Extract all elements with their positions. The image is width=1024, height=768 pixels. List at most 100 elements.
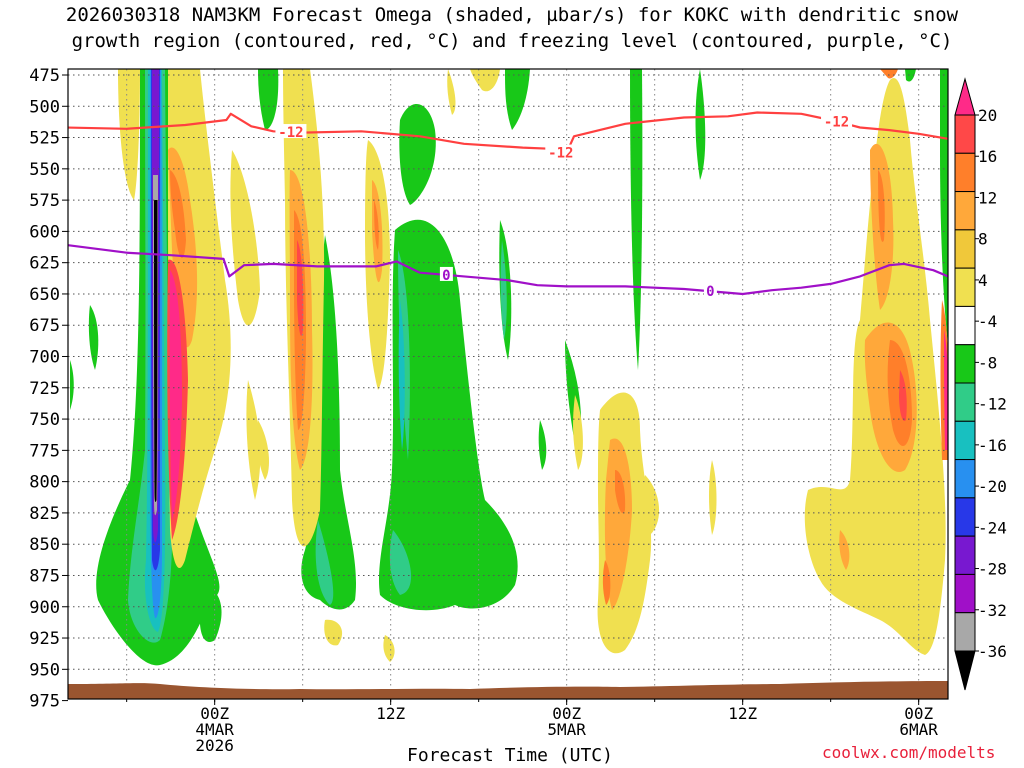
y-tick-label: 925 <box>29 629 60 649</box>
colorbar-label: 8 <box>978 230 988 249</box>
colorbar-min-arrow <box>954 650 976 691</box>
x-tick-label: 12Z <box>376 704 405 723</box>
omega-band <box>538 420 547 470</box>
colorbar-label: -24 <box>978 518 1007 537</box>
y-tick-label: 525 <box>29 129 60 149</box>
contour-label-bg <box>545 144 577 159</box>
y-tick-label: 750 <box>29 410 60 430</box>
omega-band <box>246 380 261 500</box>
colorbar-swatch <box>954 612 976 652</box>
colorbar-swatch <box>954 420 976 461</box>
colorbar-swatch <box>954 114 976 154</box>
y-tick-label: 950 <box>29 660 60 680</box>
colorbar-swatch <box>954 152 976 193</box>
contour-label: -12 <box>278 125 303 141</box>
contour-layer: -12 -12 -12 0 0 <box>67 111 949 300</box>
colorbar-label: 4 <box>978 271 988 290</box>
omega-band <box>899 370 907 421</box>
y-tick-label: 725 <box>29 379 60 399</box>
colorbar-label: -16 <box>978 436 1007 455</box>
grid-lines <box>68 69 948 699</box>
y-tick-label: 875 <box>29 566 60 586</box>
y-tick-label: 475 <box>29 66 60 86</box>
omega-band <box>324 619 343 646</box>
colorbar-swatch <box>954 267 976 307</box>
omega-band <box>258 69 279 130</box>
contour-label: -12 <box>824 115 849 131</box>
omega-band <box>383 635 395 662</box>
omega-band <box>399 103 436 205</box>
omega-band <box>315 520 334 605</box>
colorbar-label: 12 <box>978 188 997 207</box>
colorbar-label: -8 <box>978 353 997 372</box>
omega-band <box>447 69 456 115</box>
omega-band <box>374 200 379 250</box>
x-tick-label: 12Z <box>728 704 757 723</box>
omega-shading <box>68 69 948 699</box>
omega-band <box>389 530 412 595</box>
colorbar-label: -12 <box>978 395 1007 414</box>
colorbar-swatch <box>954 497 976 537</box>
omega-band <box>602 560 611 605</box>
y-tick-label: 775 <box>29 441 60 461</box>
colorbar-label: -36 <box>978 642 1007 661</box>
y-tick-label: 825 <box>29 504 60 524</box>
x-tick-label: 6MAR <box>899 720 938 739</box>
omega-band <box>604 438 632 610</box>
omega-band <box>398 300 405 450</box>
x-tick-label: 00Z <box>200 704 229 723</box>
omega-band <box>878 170 885 242</box>
x-tick-label: 5MAR <box>547 720 586 739</box>
omega-band <box>839 530 850 570</box>
x-tick-label: 2026 <box>195 736 234 755</box>
omega-band <box>500 240 507 340</box>
colorbar-label: -28 <box>978 560 1007 579</box>
colorbar-max-arrow <box>954 77 976 116</box>
colorbar-swatch <box>954 229 976 269</box>
y-tick-label: 700 <box>29 348 60 368</box>
x-tick-label: 00Z <box>552 704 581 723</box>
colorbar-swatch <box>954 459 976 499</box>
colorbar-label: -4 <box>978 312 997 331</box>
colorbar-label: -20 <box>978 477 1007 496</box>
chart-title-line2: growth region (contoured, red, °C) and f… <box>71 30 953 52</box>
omega-band <box>170 170 186 259</box>
y-tick-label: 500 <box>29 97 60 117</box>
omega-band <box>615 470 626 514</box>
colorbar-swatch <box>954 191 976 231</box>
omega-band <box>630 69 643 370</box>
colorbar-swatch <box>954 305 976 346</box>
x-axis-title: Forecast Time (UTC) <box>407 745 613 766</box>
omega-band <box>573 395 583 470</box>
y-tick-label: 600 <box>29 222 60 242</box>
omega-band <box>118 69 140 200</box>
colorbar-swatch <box>954 344 976 384</box>
colorbar-swatch <box>954 573 976 614</box>
ground-surface <box>68 681 948 699</box>
omega-band <box>230 150 260 326</box>
omega-band <box>256 420 270 480</box>
omega-colorbar: 20 16 12 8 4 -4 -8 -12 -16 -20 -24 -28 -32 -36 <box>954 77 1007 691</box>
plot-frame <box>67 68 949 700</box>
y-tick-label: 900 <box>29 598 60 618</box>
y-tick-label: 675 <box>29 316 60 336</box>
omega-band <box>199 585 222 642</box>
omega-band <box>880 69 898 79</box>
contour-label-bg <box>703 283 717 298</box>
contour-label-bg <box>821 113 853 128</box>
chart-title-line1: 2026030318 NAM3KM Forecast Omega (shaded… <box>65 4 959 26</box>
colorbar-label: -32 <box>978 601 1007 620</box>
x-tick-label: 4MAR <box>195 720 234 739</box>
y-tick-label: 575 <box>29 191 60 211</box>
omega-band <box>695 69 706 180</box>
colorbar-swatch <box>954 535 976 575</box>
y-tick-label: 550 <box>29 160 60 180</box>
y-axis: 475 500 525 550 575 600 625 650 675 700 725 750 775 8… <box>29 66 68 712</box>
omega-band <box>297 240 304 336</box>
contour-label: 0 <box>442 268 450 284</box>
colorbar-label: 16 <box>978 147 997 166</box>
y-tick-label: 625 <box>29 254 60 274</box>
contour-label-bg <box>275 124 307 139</box>
contour-label: 0 <box>706 284 714 300</box>
